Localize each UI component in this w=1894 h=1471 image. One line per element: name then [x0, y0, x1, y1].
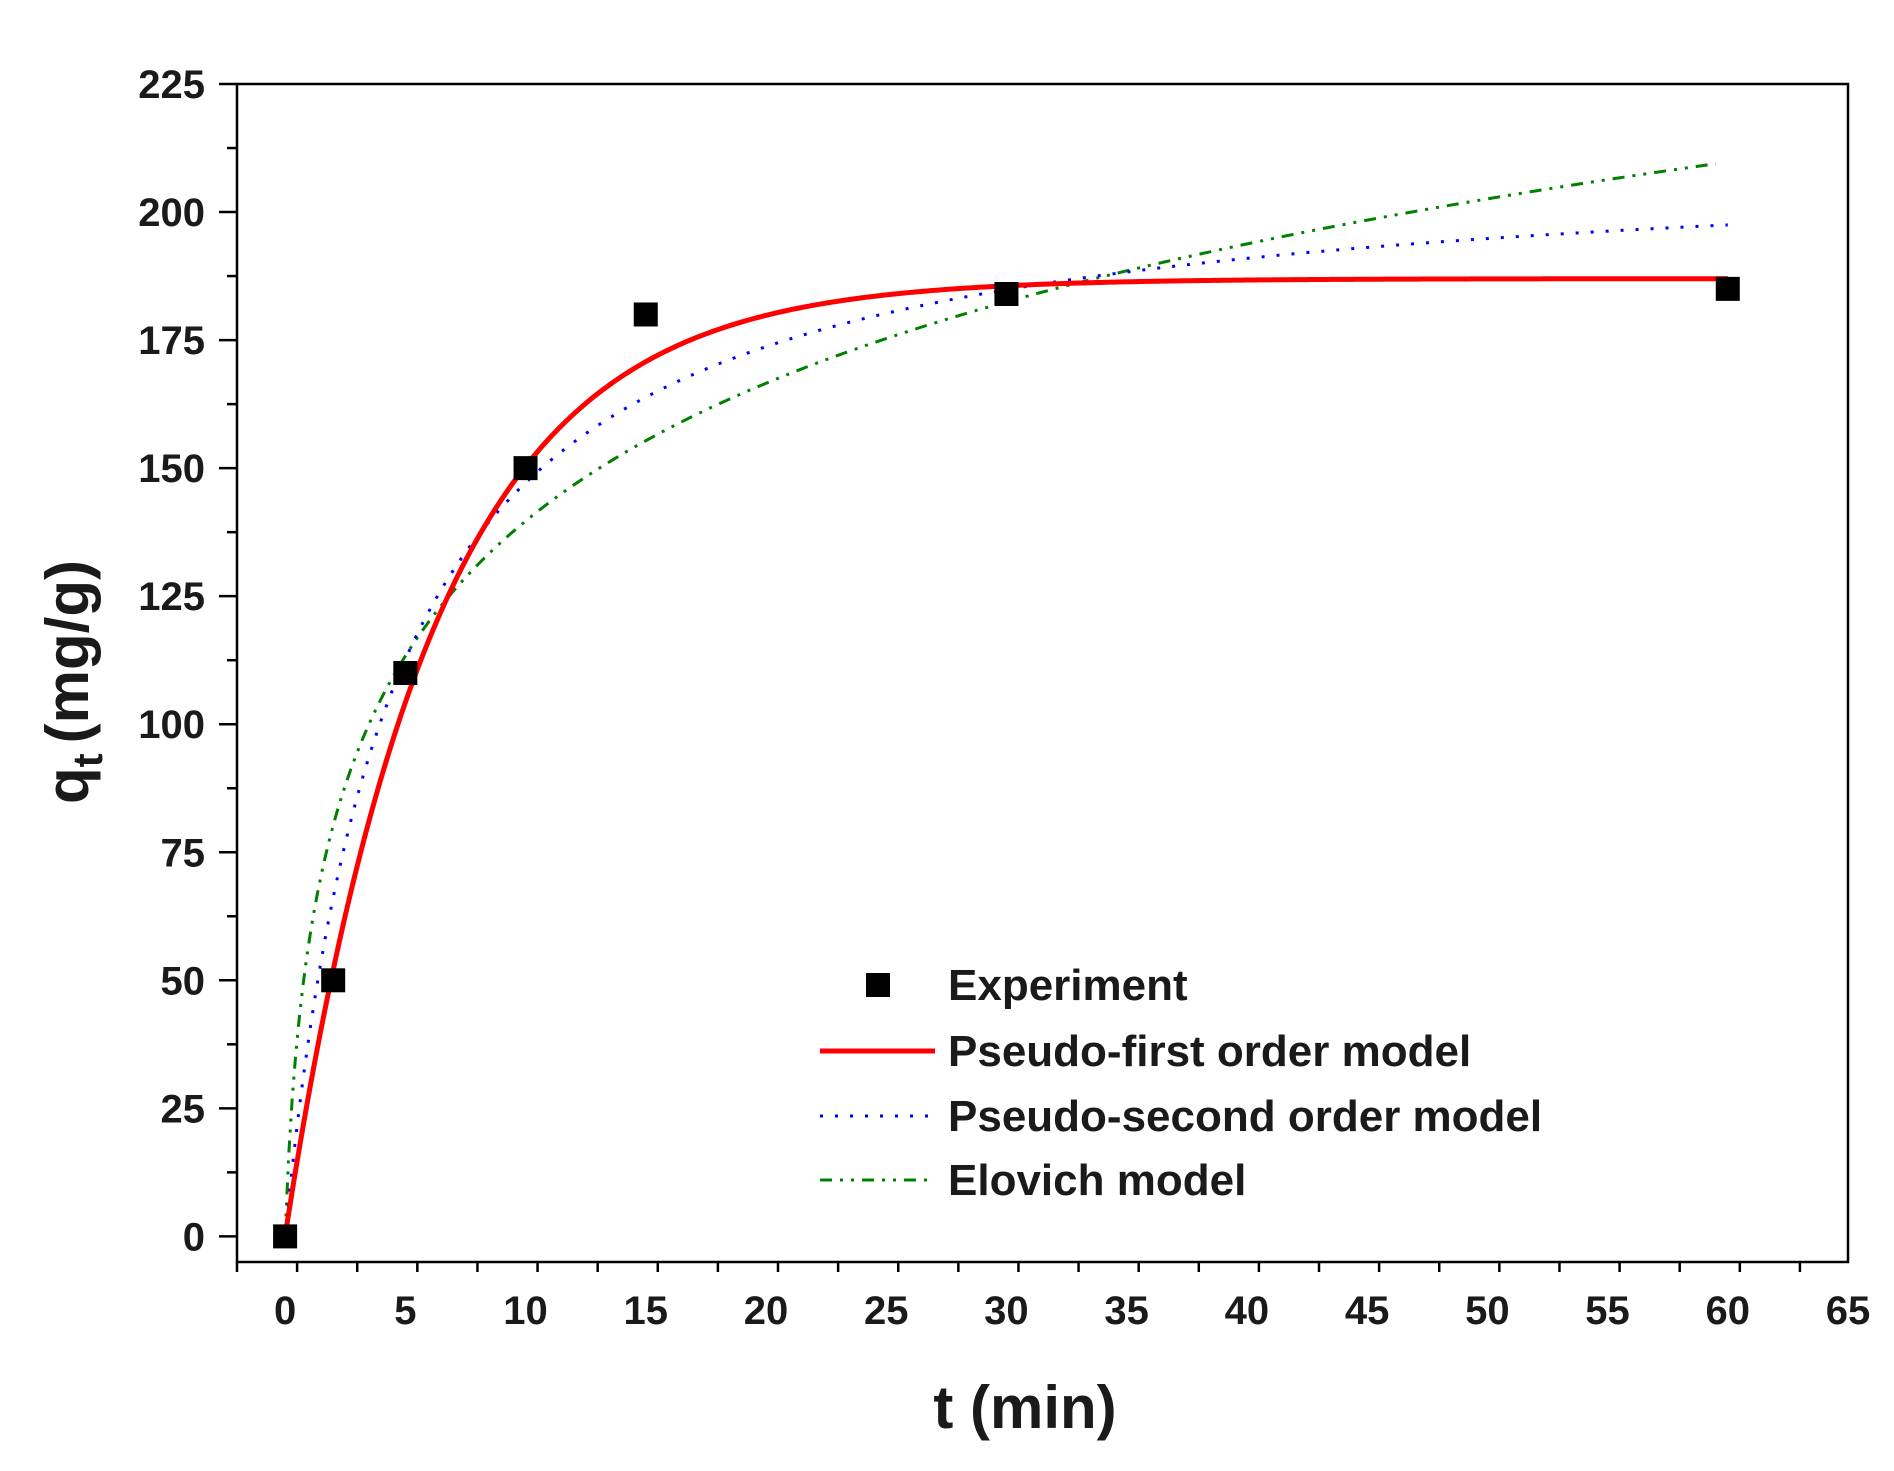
y-axis-title-subscript: t	[64, 753, 111, 767]
legend-label-elovich-model: Elovich model	[948, 1156, 1246, 1205]
x-tick-label: 65	[1826, 1289, 1871, 1333]
y-tick-label: 125	[138, 575, 205, 619]
plot-frame	[235, 82, 1850, 1264]
legend-label-pseudo-second-order-model: Pseudo-second order model	[948, 1092, 1542, 1141]
y-tick-label: 0	[183, 1215, 205, 1259]
x-tick-label: 20	[744, 1289, 789, 1333]
y-tick-label: 200	[138, 191, 205, 235]
y-axis-title-symbol: q	[34, 767, 101, 804]
legend-label-experiment: Experiment	[948, 961, 1188, 1010]
x-tick-label: 5	[394, 1289, 416, 1333]
x-tick-label: 55	[1585, 1289, 1630, 1333]
series-line-pseudo-second-order-model	[283, 223, 1728, 1237]
legend-label-pseudo-first-order-model: Pseudo-first order model	[948, 1027, 1471, 1076]
x-tick-label: 30	[984, 1289, 1029, 1333]
plot-area	[273, 162, 1740, 1249]
x-tick-label: 40	[1225, 1289, 1270, 1333]
axes: 0 5 10 15 20 25 30 35 40 45 50 55 60 65 0 25 50 75 100 125 1…	[138, 63, 1870, 1333]
y-axis-title-unit: (mg/g)	[34, 560, 101, 743]
data-point-experiment	[994, 281, 1019, 306]
x-tick-label: 25	[864, 1289, 909, 1333]
x-tick-label: 45	[1345, 1289, 1390, 1333]
axis-titles: t (min) qt (mg/g)	[34, 560, 1117, 1441]
data-point-experiment	[1715, 276, 1740, 301]
y-tick-label: 175	[138, 319, 205, 363]
y-tick-label: 225	[138, 63, 205, 107]
x-tick-label: 15	[624, 1289, 669, 1333]
data-point-experiment	[393, 661, 418, 685]
y-tick-label: 150	[138, 447, 205, 491]
y-tick-label: 100	[138, 703, 205, 747]
y-axis-title: qt (mg/g)	[34, 560, 111, 804]
y-tick-label: 50	[161, 959, 206, 1003]
x-tick-label: 0	[274, 1289, 296, 1333]
x-tick-label: 10	[503, 1289, 548, 1333]
y-tick-label: 25	[161, 1087, 206, 1131]
x-tick-label: 60	[1706, 1289, 1751, 1333]
data-point-experiment	[513, 456, 538, 481]
legend: Experiment Pseudo-first order model Pseudo…	[820, 961, 1542, 1205]
x-axis-title: t (min)	[933, 1374, 1116, 1441]
legend-marker-experiment	[866, 973, 890, 997]
x-tick-label: 35	[1104, 1289, 1149, 1333]
data-point-experiment	[273, 1224, 298, 1249]
x-tick-label: 50	[1465, 1289, 1510, 1333]
data-point-experiment	[321, 968, 346, 993]
data-point-experiment	[633, 302, 658, 327]
y-tick-label: 75	[161, 831, 206, 875]
